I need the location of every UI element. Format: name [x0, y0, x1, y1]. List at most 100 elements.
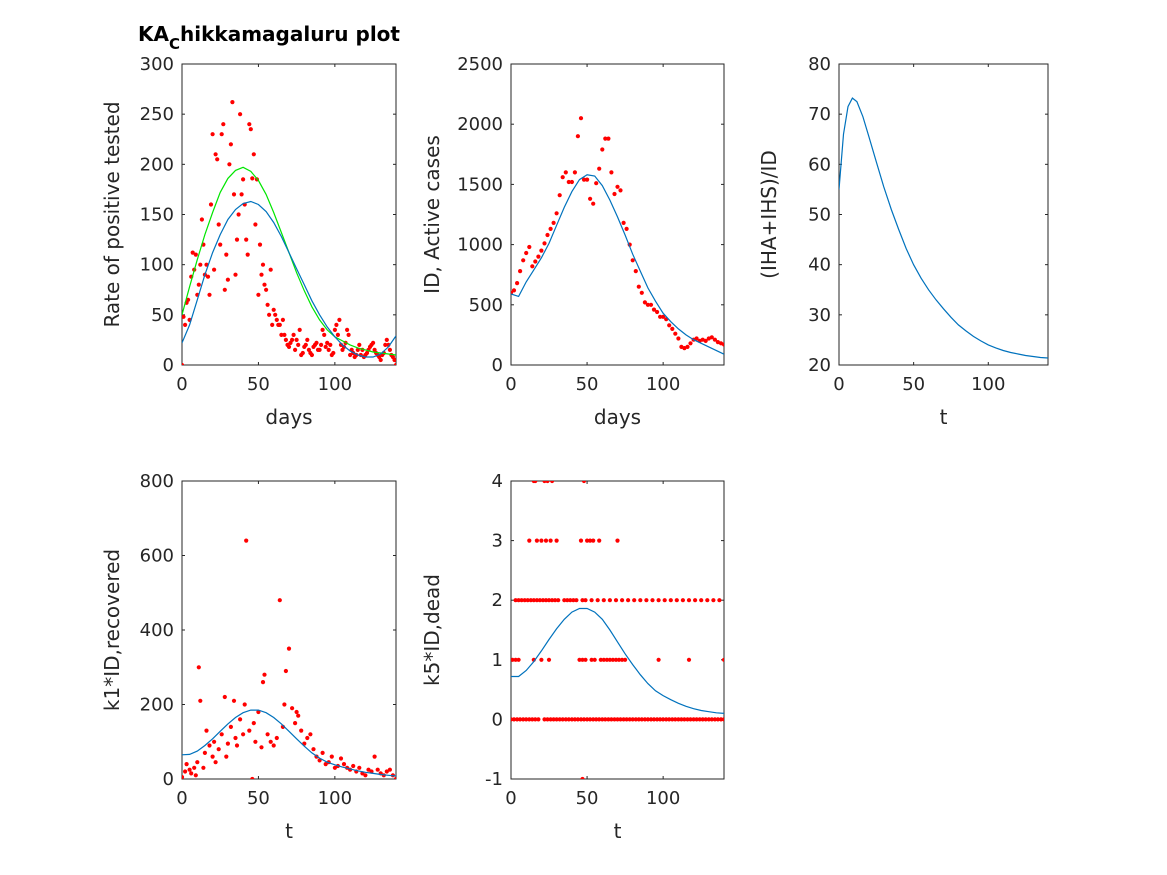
- data-point: [219, 732, 224, 737]
- data-point: [294, 337, 299, 342]
- data-point: [332, 327, 337, 332]
- data-point: [667, 323, 672, 328]
- data-point: [546, 657, 552, 662]
- data-point: [568, 598, 573, 603]
- data-point: [572, 717, 578, 722]
- data-point: [676, 717, 681, 722]
- x-tick-label: 100: [971, 374, 1005, 395]
- data-point: [250, 176, 255, 181]
- data-point: [372, 754, 377, 759]
- data-point: [192, 765, 197, 770]
- data-point: [600, 717, 605, 722]
- data-point: [621, 220, 626, 225]
- data-point: [241, 732, 246, 737]
- data-point: [581, 177, 587, 182]
- data-point: [511, 288, 517, 293]
- data-point: [531, 598, 536, 603]
- data-point: [338, 756, 344, 761]
- data-point: [230, 100, 235, 105]
- data-point: [583, 598, 588, 603]
- data-point: [661, 717, 666, 722]
- data-point: [569, 717, 575, 722]
- y-tick-label: 0: [492, 355, 503, 376]
- data-point: [644, 598, 649, 603]
- data-point: [244, 538, 249, 543]
- series-line: [511, 174, 724, 355]
- data-point: [585, 717, 590, 722]
- data-point: [280, 317, 285, 322]
- x-tick-label: 0: [505, 788, 516, 809]
- data-point: [594, 717, 599, 722]
- y-tick-label: 100: [140, 255, 174, 276]
- data-point: [670, 717, 675, 722]
- x-tick-label: 100: [646, 788, 680, 809]
- data-point: [195, 760, 200, 765]
- data-point: [533, 717, 538, 722]
- data-point: [595, 598, 600, 603]
- data-point: [651, 717, 657, 722]
- data-point: [283, 668, 288, 674]
- data-point: [325, 340, 330, 345]
- data-point: [213, 152, 218, 157]
- data-point: [216, 222, 221, 227]
- data-point: [277, 598, 282, 603]
- data-point: [513, 657, 518, 662]
- data-point: [624, 226, 629, 231]
- data-point: [664, 717, 669, 722]
- data-point: [319, 342, 324, 347]
- data-point: [393, 362, 396, 365]
- data-point: [207, 292, 212, 297]
- data-point: [207, 743, 212, 748]
- data-point: [693, 598, 698, 603]
- data-point: [244, 237, 249, 242]
- x-axis-label: t: [940, 405, 948, 429]
- data-point: [633, 717, 638, 722]
- data-point: [273, 312, 278, 317]
- data-point: [609, 717, 614, 722]
- data-point: [233, 272, 238, 277]
- data-point: [351, 763, 356, 769]
- data-point: [548, 226, 553, 231]
- data-point: [612, 717, 617, 722]
- series-line: [182, 200, 396, 358]
- data-point: [550, 481, 555, 484]
- data-point: [597, 166, 602, 171]
- data-point: [271, 743, 276, 748]
- y-tick-label: 300: [140, 54, 174, 75]
- data-point: [546, 598, 552, 603]
- data-point: [518, 269, 523, 274]
- data-point: [277, 322, 282, 327]
- data-point: [247, 728, 252, 733]
- y-axis-label: (IHA+IHS)/ID: [757, 150, 781, 279]
- y-tick-label: -1: [485, 769, 503, 790]
- data-point: [270, 322, 275, 327]
- data-point: [279, 332, 284, 337]
- data-point: [615, 184, 620, 189]
- data-point: [513, 598, 518, 603]
- x-tick-label: 0: [833, 374, 844, 395]
- data-point: [645, 717, 651, 722]
- data-point: [378, 357, 383, 363]
- data-point: [694, 717, 699, 722]
- data-point: [545, 232, 550, 238]
- data-point: [578, 116, 584, 121]
- data-point: [328, 342, 333, 347]
- data-point: [274, 317, 279, 322]
- plot-area: [838, 63, 1049, 366]
- data-point: [709, 335, 714, 340]
- data-point: [231, 698, 237, 703]
- data-point: [533, 481, 538, 484]
- data-point: [346, 332, 351, 337]
- data-point: [620, 657, 625, 662]
- data-point: [686, 598, 692, 603]
- data-point: [228, 724, 233, 730]
- data-point: [575, 717, 581, 722]
- data-point: [322, 332, 327, 337]
- data-point: [265, 302, 270, 307]
- data-point: [623, 657, 628, 662]
- data-point: [184, 762, 189, 767]
- data-point: [282, 702, 287, 707]
- data-point: [250, 776, 255, 779]
- data-point: [213, 760, 218, 765]
